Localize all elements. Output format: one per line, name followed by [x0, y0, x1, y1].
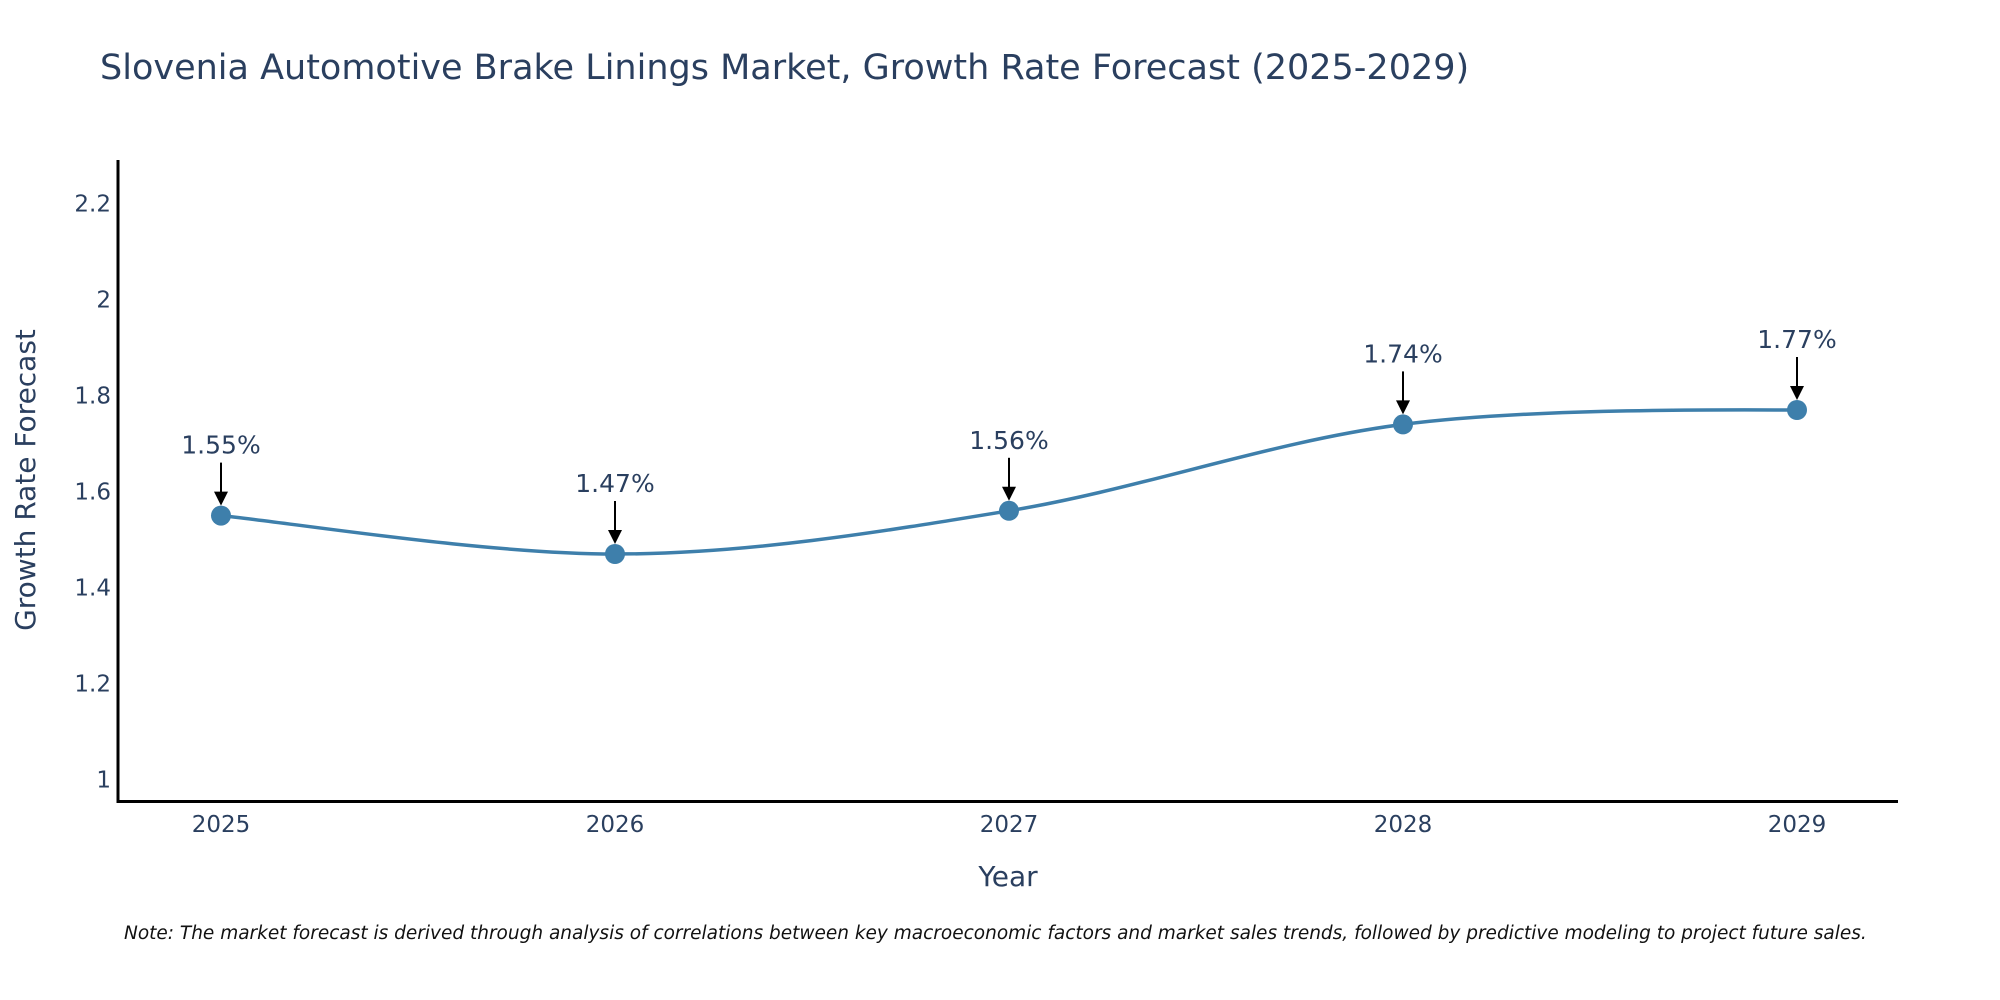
y-tick-label: 1.4 — [74, 576, 111, 602]
y-tick-label: 1.8 — [74, 384, 111, 410]
data-point — [1787, 400, 1807, 420]
data-label: 1.55% — [181, 431, 260, 460]
data-point — [999, 500, 1019, 521]
annotation-arrowhead — [1790, 386, 1804, 400]
data-label: 1.77% — [1757, 325, 1836, 354]
y-tick-label: 2 — [96, 288, 111, 314]
data-point — [1393, 414, 1413, 435]
x-axis-ticks: 2025 2026 2027 2028 2029 — [192, 812, 1827, 838]
x-tick-label: 2028 — [1374, 812, 1433, 838]
y-tick-label: 2.2 — [74, 192, 111, 218]
x-axis-title: Year — [977, 860, 1038, 893]
annotation-arrowhead — [1002, 486, 1016, 501]
data-label: 1.74% — [1363, 339, 1442, 368]
x-tick-label: 2029 — [1768, 812, 1827, 838]
data-point — [605, 544, 625, 564]
annotation-arrowhead — [214, 491, 228, 506]
annotation-arrowhead — [608, 530, 622, 544]
y-axis-ticks: 1 1.2 1.4 1.6 1.8 2 2.2 — [74, 192, 111, 794]
x-tick-label: 2027 — [980, 812, 1039, 838]
data-label: 1.56% — [969, 426, 1048, 455]
series-markers — [211, 400, 1807, 564]
x-tick-label: 2025 — [192, 812, 251, 838]
footnote: Note: The market forecast is derived thr… — [124, 923, 1867, 944]
y-tick-label: 1.2 — [74, 672, 111, 698]
data-point — [211, 505, 231, 526]
annotation-arrowhead — [1396, 400, 1410, 415]
data-label-annotations: 1.55% 1.47% 1.56% 1.74% 1.77% — [181, 325, 1837, 544]
y-axis-title: Growth Rate Forecast — [9, 329, 42, 631]
data-label: 1.47% — [575, 469, 654, 498]
x-tick-label: 2026 — [586, 812, 645, 838]
chart-title: Slovenia Automotive Brake Linings Market… — [100, 48, 1469, 88]
y-tick-label: 1 — [96, 768, 111, 794]
y-tick-label: 1.6 — [74, 480, 111, 506]
